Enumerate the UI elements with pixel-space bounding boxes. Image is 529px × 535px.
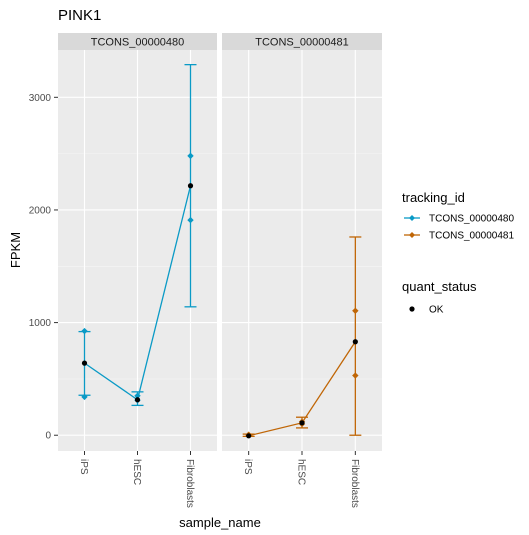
fpkm-point-ips — [81, 360, 88, 366]
legend-item-tracking: TCONS_00000480 — [404, 214, 514, 225]
y-axis: 0 1000 2000 3000 — [29, 93, 58, 442]
facet-strip — [222, 33, 382, 50]
x-tick-label-hesc: hESC — [131, 459, 142, 485]
y-tick-label: 1000 — [29, 318, 52, 329]
facet-panel-tcons-00000481: TCONS_00000481 — [222, 33, 382, 451]
x-axis: iPS hESC Fibroblasts iPS hESC Fibroblasts — [78, 451, 360, 508]
facet-panel-tcons-00000480: TCONS_00000480 — [58, 33, 217, 451]
facet-strip — [58, 33, 217, 50]
legend-status-items: OK — [409, 305, 444, 316]
legend: tracking_id TCONS_00000480 TCONS_00000481… — [402, 190, 514, 316]
legend-label: OK — [429, 305, 444, 316]
legend-item-status: OK — [409, 305, 444, 316]
legend-item-tracking: TCONS_00000481 — [404, 231, 514, 242]
replicate-marker-low — [187, 216, 194, 224]
data-marks — [78, 63, 197, 407]
replicate-marker-low — [352, 372, 359, 379]
x-tick-label-ips: iPS — [78, 459, 89, 475]
x-tick-label-fibroblasts: Fibroblasts — [184, 459, 195, 508]
x-tick-label-ips: iPS — [242, 459, 253, 475]
legend-key-point — [409, 306, 415, 312]
y-tick-label: 0 — [45, 431, 51, 442]
legend-label: TCONS_00000480 — [429, 214, 514, 225]
replicate-marker-high — [134, 392, 141, 400]
y-axis-title: FPKM — [8, 232, 23, 268]
legend-tracking-items: TCONS_00000480 TCONS_00000481 — [404, 214, 514, 242]
legend-key-diamond — [409, 232, 415, 238]
legend-label: TCONS_00000481 — [429, 231, 514, 242]
fpkm-point-ips — [246, 433, 252, 439]
y-tick-label: 2000 — [29, 205, 52, 216]
legend-title-status: quant_status — [402, 279, 477, 294]
x-tick-label-hesc: hESC — [296, 459, 307, 485]
y-tick-label: 3000 — [29, 93, 52, 104]
error-bar-fibroblasts — [349, 236, 362, 436]
replicate-marker-high — [81, 327, 88, 335]
facet-strip-label: TCONS_00000481 — [255, 37, 349, 49]
legend-key-diamond — [409, 215, 415, 221]
x-axis-title: sample_name — [179, 515, 261, 530]
replicate-marker-low — [81, 393, 88, 401]
fpkm-point-fibroblasts — [187, 183, 194, 189]
fpkm-point-fibroblasts — [352, 339, 358, 345]
replicate-marker-high — [352, 307, 359, 314]
replicate-marker-high — [187, 152, 194, 160]
fpkm-point-hesc — [134, 397, 141, 403]
facet-strip-label: TCONS_00000480 — [91, 37, 185, 49]
chart-title: PINK1 — [58, 7, 101, 24]
legend-title-tracking: tracking_id — [402, 190, 465, 205]
fpkm-point-hesc — [299, 420, 305, 426]
data-marks — [242, 236, 362, 439]
x-tick-label-fibroblasts: Fibroblasts — [349, 459, 360, 508]
